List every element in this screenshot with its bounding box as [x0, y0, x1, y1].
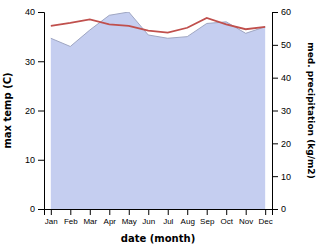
tick-label: Jul — [163, 217, 173, 226]
area — [51, 12, 265, 209]
tick: Nov — [239, 209, 253, 226]
tick-mark — [272, 45, 278, 46]
tick: 0 — [30, 204, 44, 214]
tick-mark — [38, 160, 44, 161]
tick: 40 — [25, 7, 44, 17]
tick-label: Apr — [104, 217, 117, 226]
tick-label: 20 — [281, 139, 291, 149]
y2-axis: 0 10 20 30 40 50 60 — [272, 7, 291, 214]
tick: Jan — [45, 209, 58, 226]
tick-label: 0 — [281, 204, 286, 214]
tick: 60 — [272, 7, 291, 17]
tick: Sep — [200, 209, 215, 226]
axis-line — [273, 13, 279, 210]
tick-label: Feb — [64, 217, 78, 226]
tick-label: 0 — [30, 204, 35, 214]
tick: Feb — [64, 209, 78, 226]
tick-mark — [109, 209, 110, 215]
tick-mark — [148, 209, 149, 215]
tick: 0 — [272, 204, 286, 214]
tick-label: 40 — [25, 7, 35, 17]
tick-mark — [51, 209, 52, 215]
tick-mark — [38, 111, 44, 112]
x-axis: Jan Feb Mar Apr May Jun Jul Aug Sep Oct Nov Dec — [45, 209, 273, 226]
tick: 20 — [272, 139, 291, 149]
tick-mark — [272, 143, 278, 144]
y-axis-title: max temp (C) — [2, 72, 13, 148]
tick: Apr — [104, 209, 117, 226]
tick-mark — [38, 61, 44, 62]
tick: Dec — [259, 209, 273, 226]
tick: 30 — [272, 106, 291, 116]
tick-mark — [265, 209, 266, 215]
tick-mark — [272, 12, 278, 13]
tick-label: 30 — [281, 106, 291, 116]
axis-line — [38, 13, 45, 210]
tick-label: Oct — [220, 217, 233, 226]
tick-label: 20 — [25, 106, 35, 116]
tick-label: 10 — [281, 172, 291, 182]
tick-label: Mar — [83, 217, 97, 226]
tick-label: Aug — [181, 217, 195, 226]
tick-mark — [38, 209, 44, 210]
tick-mark — [187, 209, 188, 215]
area-outline — [51, 12, 265, 46]
tick-label: Nov — [239, 217, 253, 226]
tick: Aug — [181, 209, 195, 226]
tick-label: 10 — [25, 155, 35, 165]
tick-label: May — [122, 217, 137, 226]
tick-mark — [272, 111, 278, 112]
tick-mark — [226, 209, 227, 215]
tick: Mar — [83, 209, 97, 226]
tick: 10 — [272, 172, 291, 182]
tick-label: 30 — [25, 57, 35, 67]
tick-mark — [207, 209, 208, 215]
marks — [51, 12, 265, 209]
tick-mark — [272, 176, 278, 177]
axis-line — [45, 210, 273, 216]
tick-label: Dec — [259, 217, 273, 226]
tick: 40 — [272, 73, 291, 83]
tick: 10 — [25, 155, 44, 165]
y-axis: 0 10 20 30 40 — [25, 7, 45, 214]
tick-mark — [129, 209, 130, 215]
tick-label: Sep — [200, 217, 215, 226]
tick-label: Jan — [45, 217, 58, 226]
tick: Oct — [220, 209, 233, 226]
tick-mark — [70, 209, 71, 215]
tick-label: 60 — [281, 7, 291, 17]
x-axis-title: date (month) — [121, 233, 195, 244]
tick: 30 — [25, 57, 44, 67]
line — [51, 18, 265, 33]
tick: Jun — [142, 209, 155, 226]
y2-axis-title: med. precipitation (kg/m2) — [306, 42, 316, 178]
tick-mark — [272, 78, 278, 79]
tick-label: Jun — [142, 217, 155, 226]
tick: Jul — [163, 209, 173, 226]
tick: 20 — [25, 106, 44, 116]
tick-mark — [90, 209, 91, 215]
chart: Jan Feb Mar Apr May Jun Jul Aug Sep Oct Nov Dec 0 10 2… — [0, 0, 318, 247]
tick-label: 50 — [281, 40, 291, 50]
tick: May — [122, 209, 137, 226]
tick: 50 — [272, 40, 291, 50]
plot: Jan Feb Mar Apr May Jun Jul Aug Sep Oct Nov Dec 0 10 2… — [25, 7, 291, 225]
tick-mark — [168, 209, 169, 215]
tick-mark — [38, 12, 44, 13]
tick-label: 40 — [281, 73, 291, 83]
tick-mark — [272, 209, 278, 210]
tick-mark — [246, 209, 247, 215]
